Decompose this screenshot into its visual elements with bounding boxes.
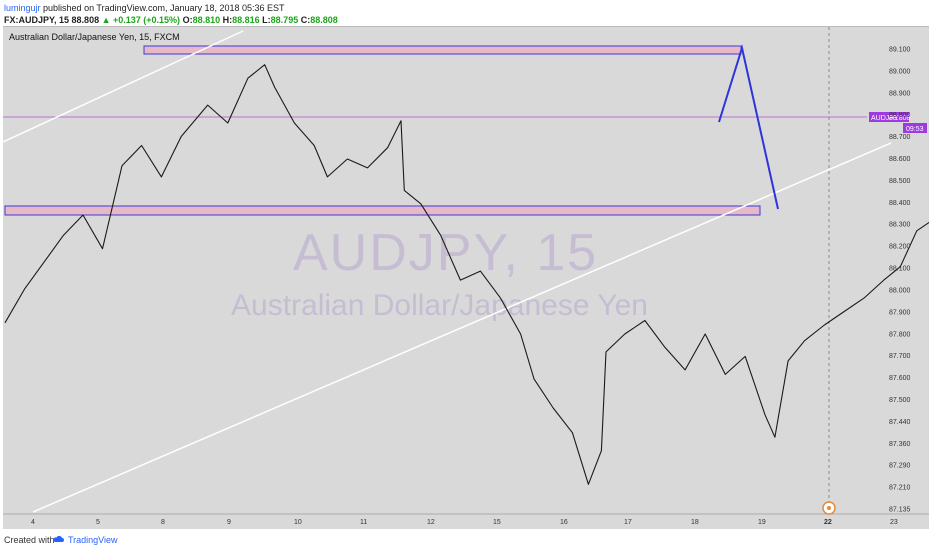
price-tick-label: 88.000 <box>889 288 911 295</box>
low-label: L: <box>262 15 271 25</box>
price-tick-label: 88.700 <box>889 134 911 141</box>
price-change: ▲ +0.137 (+0.15%) <box>101 15 181 25</box>
price-tick-label: 87.600 <box>889 375 911 382</box>
time-tick-label: 5 <box>96 519 100 526</box>
countdown-text: 09:53 <box>906 126 924 133</box>
price-tick-label: 87.700 <box>889 353 911 360</box>
published-text: published on TradingView.com, January 18… <box>43 3 285 13</box>
time-tick-label: 9 <box>227 519 231 526</box>
chart-pane[interactable]: AUDJPY, 15 Australian Dollar/Japanese Ye… <box>3 26 929 529</box>
price-tick-label: 88.300 <box>889 222 911 229</box>
price-path <box>4 64 929 485</box>
price-tick-label: 87.290 <box>889 463 911 470</box>
price-tick-label: 88.400 <box>889 200 911 207</box>
price-axis[interactable] <box>866 27 929 529</box>
price-tick-label: 88.800 <box>889 112 911 119</box>
symbol-description: Australian Dollar/Japanese Yen, 15, FXCM <box>9 32 180 42</box>
countdown-tag <box>903 123 927 133</box>
time-tick-label: 16 <box>560 519 568 526</box>
time-tick-label: 17 <box>624 519 632 526</box>
low-value: 88.795 <box>270 15 299 25</box>
time-tick-label: 11 <box>360 519 367 526</box>
cloud-logo-icon <box>53 535 64 542</box>
time-axis-labels: 4 5 8 9 10 11 12 15 16 17 18 19 22 23 <box>31 519 898 526</box>
time-tick-label: 4 <box>31 519 35 526</box>
price-tag-symbol: AUDJPY <box>871 115 899 122</box>
time-tick-label: 8 <box>161 519 165 526</box>
close-label: C: <box>300 15 311 25</box>
price-tick-label: 87.440 <box>889 419 911 426</box>
time-tick-label: 15 <box>493 519 501 526</box>
time-tick-label: 10 <box>294 519 302 526</box>
price-tick-label: 88.200 <box>889 244 911 251</box>
price-tick-label: 89.000 <box>889 68 911 75</box>
symbol-line: FX:AUDJPY, 15 <box>4 15 70 25</box>
price-tick-label: 87.900 <box>889 309 911 316</box>
support-zone[interactable] <box>4 205 761 216</box>
watermark-name: Australian Dollar/Japanese Yen <box>231 289 648 322</box>
time-tick-label: 12 <box>427 519 435 526</box>
resistance-zone[interactable] <box>143 45 742 55</box>
price-tick-label: 88.100 <box>889 266 911 273</box>
price-tick-label: 87.210 <box>889 485 911 492</box>
price-tick-label: 88.900 <box>889 90 911 97</box>
price-tick-label: 87.500 <box>889 397 911 404</box>
price-tag-value: 88.808 <box>889 115 911 122</box>
price-tick-label: 89.100 <box>889 47 911 54</box>
price-tick-label: 87.360 <box>889 441 911 448</box>
created-with-text: Created with <box>4 535 55 545</box>
publish-line: lumingujr published on TradingView.com, … <box>4 2 338 14</box>
replay-icon-dot <box>827 506 831 510</box>
chart-header: lumingujr published on TradingView.com, … <box>4 2 338 26</box>
publisher-name[interactable]: lumingujr <box>4 3 41 13</box>
watermark-symbol: AUDJPY, 15 <box>293 224 599 282</box>
upper-trend-line[interactable] <box>3 30 244 143</box>
price-axis-labels: 89.100 89.000 88.900 88.800 88.700 88.600 88.5… <box>889 47 911 514</box>
price-chart[interactable]: AUDJPY 88.808 09:53 89.10089.00088.90088… <box>3 27 929 529</box>
brand-link[interactable]: TradingView <box>68 535 118 545</box>
high-value: 88.816 <box>232 15 260 25</box>
price-tick-label: 87.135 <box>889 507 911 514</box>
lower-trend-line[interactable] <box>32 142 892 513</box>
price-tick-label: 87.800 <box>889 331 911 338</box>
last-price: 88.808 <box>71 15 100 25</box>
price-tick-label: 88.500 <box>889 178 911 185</box>
time-tick-label: 22 <box>824 519 832 526</box>
price-tag <box>869 112 909 122</box>
open-label: O: <box>182 15 193 25</box>
time-tick-label: 19 <box>758 519 766 526</box>
time-tick-label: 23 <box>890 519 898 526</box>
time-tick-label: 18 <box>691 519 699 526</box>
close-value: 88.808 <box>310 15 338 25</box>
quote-line: FX:AUDJPY, 15 88.808 ▲ +0.137 (+0.15%) O… <box>4 14 338 26</box>
high-label: H: <box>222 15 233 25</box>
projection-path[interactable] <box>718 44 779 210</box>
open-value: 88.810 <box>192 15 221 25</box>
footer-bar: Created with TradingView <box>0 530 932 550</box>
price-tick-label: 88.600 <box>889 156 911 163</box>
